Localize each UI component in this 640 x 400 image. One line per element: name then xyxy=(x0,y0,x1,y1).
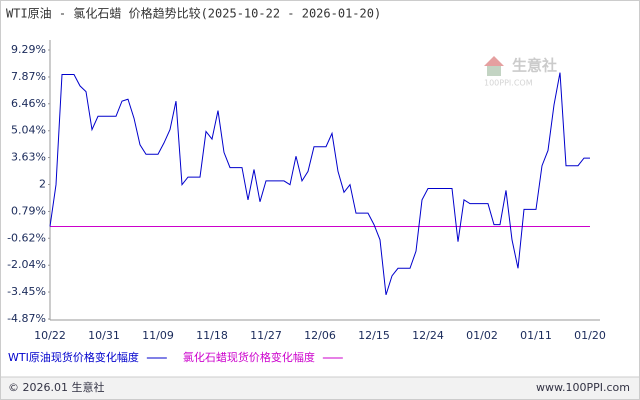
y-tick-label: 9.29% xyxy=(11,43,46,56)
watermark-icon xyxy=(484,56,504,66)
watermark-icon xyxy=(487,66,501,76)
footer-band xyxy=(1,377,639,399)
footer-left: © 2026.01 生意社 xyxy=(8,380,104,394)
x-tick-label: 01/02 xyxy=(466,329,498,342)
x-tick-label: 01/11 xyxy=(520,329,552,342)
x-tick-label: 11/09 xyxy=(142,329,174,342)
chart-title: WTI原油 - 氯化石蜡 价格趋势比较(2025-10-22 - 2026-01… xyxy=(6,6,381,21)
watermark-name: 生意社 xyxy=(512,57,557,75)
y-tick-label: -2.04% xyxy=(7,258,46,271)
x-tick-label: 12/06 xyxy=(304,329,336,342)
x-tick-label: 10/31 xyxy=(88,329,120,342)
x-tick-label: 11/27 xyxy=(250,329,282,342)
y-tick-label: 0.79% xyxy=(11,204,46,217)
y-tick-label: 6.46% xyxy=(11,97,46,110)
y-tick-label: 2 xyxy=(39,178,46,191)
x-tick-label: 01/20 xyxy=(574,329,606,342)
y-tick-label: 3.63% xyxy=(11,151,46,164)
x-tick-label: 10/22 xyxy=(34,329,66,342)
legend-label: 氯化石蜡现货价格变化幅度 xyxy=(183,350,315,364)
y-tick-label: 7.87% xyxy=(11,70,46,83)
y-tick-label: -0.62% xyxy=(7,231,46,244)
x-tick-label: 11/18 xyxy=(196,329,228,342)
y-tick-label: -3.45% xyxy=(7,285,46,298)
footer-right: www.100PPI.com xyxy=(536,381,630,394)
x-tick-label: 12/24 xyxy=(412,329,444,342)
y-tick-label: -4.87% xyxy=(7,312,46,325)
series-line xyxy=(49,72,590,296)
watermark: 生意社 100PPI.COM xyxy=(484,56,557,88)
x-tick-label: 12/15 xyxy=(358,329,390,342)
y-tick-label: 5.04% xyxy=(11,124,46,137)
watermark-site: 100PPI.COM xyxy=(484,79,533,88)
legend-label: WTI原油现货价格变化幅度 xyxy=(8,350,139,364)
